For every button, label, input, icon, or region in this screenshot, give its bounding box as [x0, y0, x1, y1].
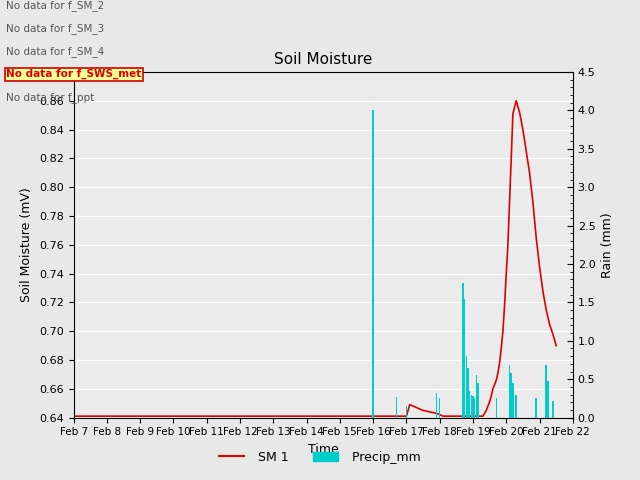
- Bar: [511, 373, 512, 418]
- Bar: [465, 356, 467, 418]
- Text: No data for f_ppt: No data for f_ppt: [6, 92, 95, 103]
- Bar: [512, 383, 514, 418]
- Bar: [547, 381, 548, 418]
- X-axis label: Time: Time: [308, 443, 339, 456]
- Text: No data for f_SM_3: No data for f_SM_3: [6, 23, 105, 34]
- Bar: [495, 398, 497, 418]
- Bar: [474, 398, 476, 418]
- Bar: [396, 397, 397, 418]
- Bar: [470, 395, 472, 418]
- Bar: [406, 406, 407, 418]
- Y-axis label: Soil Moisture (mV): Soil Moisture (mV): [20, 187, 33, 302]
- Bar: [462, 283, 464, 418]
- Bar: [552, 401, 554, 418]
- Legend:  SM 1,  Precip_mm: SM 1, Precip_mm: [214, 446, 426, 469]
- Bar: [515, 395, 517, 418]
- Text: No data for f_SM_4: No data for f_SM_4: [6, 46, 105, 57]
- Bar: [477, 383, 479, 418]
- Text: No data for f_SWS_met: No data for f_SWS_met: [6, 69, 141, 79]
- Text: No data for f_SM_2: No data for f_SM_2: [6, 0, 105, 11]
- Bar: [469, 391, 470, 418]
- Title: Soil Moisture: Soil Moisture: [274, 52, 372, 67]
- Bar: [464, 299, 465, 418]
- Bar: [476, 375, 477, 418]
- Y-axis label: Rain (mm): Rain (mm): [601, 212, 614, 277]
- Bar: [467, 368, 468, 418]
- Bar: [439, 398, 440, 418]
- Bar: [545, 365, 547, 418]
- Bar: [509, 365, 510, 418]
- Bar: [536, 398, 537, 418]
- Bar: [436, 393, 437, 418]
- Bar: [372, 110, 374, 418]
- Bar: [472, 396, 474, 418]
